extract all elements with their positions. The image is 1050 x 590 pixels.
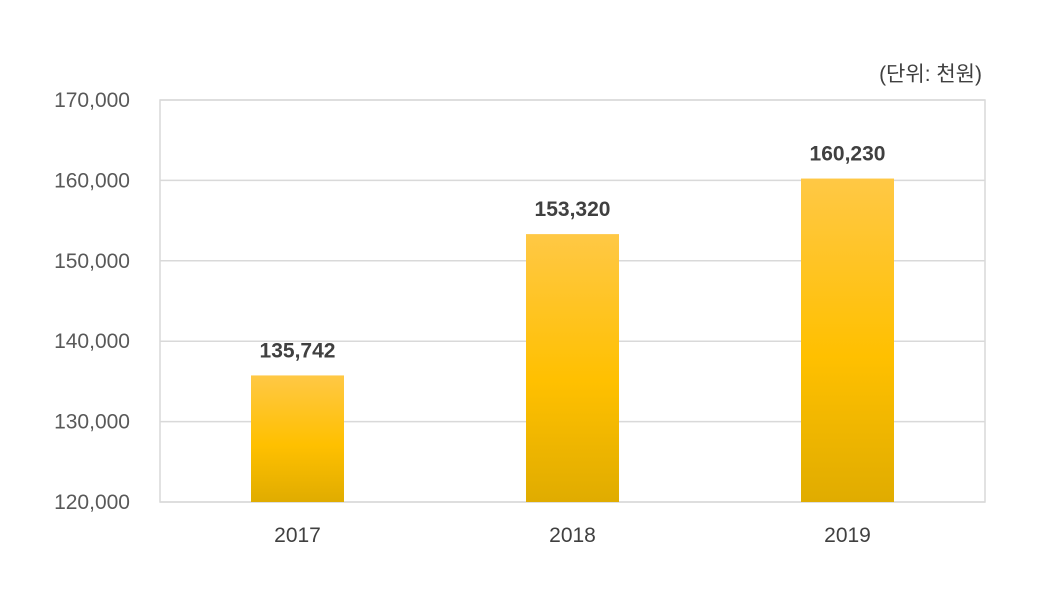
- y-tick-label: 120,000: [54, 491, 130, 514]
- y-tick-label: 160,000: [54, 169, 130, 192]
- bar-2018: [526, 234, 619, 503]
- y-tick-label: 170,000: [54, 89, 130, 112]
- y-tick-label: 150,000: [54, 250, 130, 273]
- bar-2017: [251, 375, 344, 502]
- bar-2019: [801, 178, 894, 503]
- y-tick-label: 130,000: [54, 411, 130, 434]
- value-label: 135,742: [260, 339, 336, 362]
- value-label: 153,320: [535, 198, 611, 221]
- value-label: 160,230: [810, 143, 886, 166]
- unit-label: (단위: 천원): [879, 63, 982, 86]
- x-tick-label: 2019: [824, 524, 871, 547]
- x-tick-label: 2017: [274, 524, 321, 547]
- y-tick-label: 140,000: [54, 330, 130, 353]
- x-tick-label: 2018: [549, 524, 596, 547]
